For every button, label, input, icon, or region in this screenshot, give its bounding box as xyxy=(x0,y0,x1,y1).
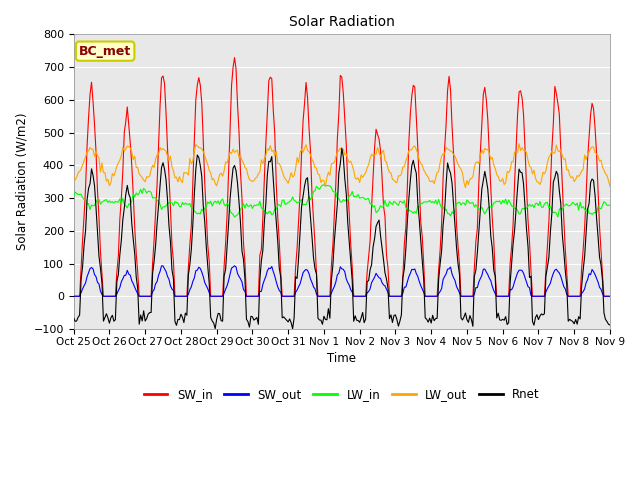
LW_in xyxy=(396,198,404,204)
Line: LW_out: LW_out xyxy=(74,144,610,188)
SW_out xyxy=(230,263,238,269)
Rnet xyxy=(170,276,177,282)
SW_in xyxy=(230,55,238,60)
SW_out xyxy=(406,271,414,276)
LW_out xyxy=(461,185,469,191)
SW_in xyxy=(406,111,414,117)
LW_out xyxy=(606,183,614,189)
SW_in xyxy=(84,115,92,120)
Rnet xyxy=(543,264,551,270)
Rnet xyxy=(606,322,614,328)
SW_out xyxy=(377,276,385,281)
Rnet xyxy=(84,185,92,191)
LW_in xyxy=(70,193,77,199)
SW_out xyxy=(395,293,403,299)
LW_in xyxy=(320,182,328,188)
Rnet xyxy=(396,318,404,324)
LW_in xyxy=(84,201,92,206)
LW_out xyxy=(543,160,551,166)
LW_in xyxy=(230,214,238,220)
SW_in xyxy=(377,148,385,154)
Rnet xyxy=(289,326,296,332)
Legend: SW_in, SW_out, LW_in, LW_out, Rnet: SW_in, SW_out, LW_in, LW_out, Rnet xyxy=(139,383,545,406)
LW_in xyxy=(408,209,415,215)
Rnet xyxy=(378,244,386,250)
LW_in xyxy=(170,203,177,209)
Line: Rnet: Rnet xyxy=(74,148,610,329)
SW_out xyxy=(606,293,614,299)
Line: LW_in: LW_in xyxy=(74,185,610,217)
LW_out xyxy=(84,148,92,154)
Rnet xyxy=(70,315,77,321)
SW_in xyxy=(170,258,177,264)
LW_out xyxy=(405,148,413,154)
SW_in xyxy=(395,293,403,299)
LW_in xyxy=(543,200,551,205)
X-axis label: Time: Time xyxy=(327,352,356,365)
SW_out xyxy=(84,270,92,276)
Rnet xyxy=(338,145,346,151)
SW_in xyxy=(542,267,550,273)
SW_out xyxy=(70,293,77,299)
SW_out xyxy=(170,288,177,294)
LW_out xyxy=(515,141,523,147)
Line: SW_out: SW_out xyxy=(74,266,610,296)
LW_in xyxy=(606,203,614,208)
SW_out xyxy=(542,289,550,295)
Rnet xyxy=(408,163,415,168)
Y-axis label: Solar Radiation (W/m2): Solar Radiation (W/m2) xyxy=(15,113,28,251)
SW_in xyxy=(70,293,77,299)
Title: Solar Radiation: Solar Radiation xyxy=(289,15,395,29)
Line: SW_in: SW_in xyxy=(74,58,610,296)
SW_in xyxy=(606,293,614,299)
Text: BC_met: BC_met xyxy=(79,45,131,58)
LW_out xyxy=(393,180,401,186)
LW_in xyxy=(378,204,386,210)
LW_out xyxy=(170,168,177,174)
LW_out xyxy=(70,175,77,180)
LW_out xyxy=(375,149,383,155)
